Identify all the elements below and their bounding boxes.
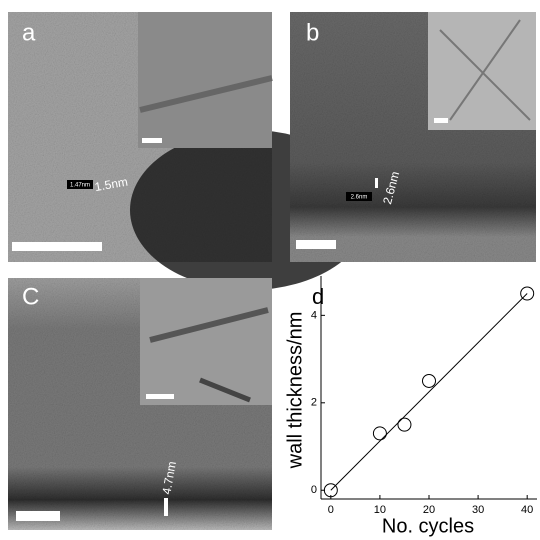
x-tick-label: 0 — [328, 504, 334, 516]
panel-label: d — [312, 284, 324, 309]
scale-bar — [296, 240, 336, 249]
data-point — [423, 374, 436, 387]
panel-b: b 2.6nm 2.6nm — [290, 12, 536, 262]
x-tick-label: 10 — [374, 504, 386, 516]
data-point — [398, 418, 411, 431]
fit-line — [331, 293, 527, 490]
x-tick-label: 20 — [423, 504, 435, 516]
scale-bar — [142, 138, 162, 143]
scale-bar — [146, 394, 174, 399]
small-label: 1.47nm — [70, 183, 90, 189]
y-axis-label: wall thickness/nm — [284, 312, 306, 470]
y-tick-label: 4 — [311, 309, 317, 321]
panel-label: C — [22, 283, 39, 310]
small-label: 2.6nm — [351, 195, 368, 201]
scale-bar — [434, 118, 448, 123]
y-tick-label: 0 — [311, 484, 317, 496]
data-point — [373, 427, 386, 440]
measure-bar — [164, 498, 168, 516]
x-axis-label: No. cycles — [382, 515, 474, 537]
scale-bar — [16, 511, 60, 521]
scale-bar — [12, 242, 102, 251]
figure: a 1.47nm 1.5nm b 2.6nm 2.6nm C 4.7nm d N… — [0, 0, 540, 540]
y-tick-label: 2 — [311, 397, 317, 409]
panel-c: C 4.7nm — [8, 278, 272, 530]
x-tick-label: 30 — [472, 504, 484, 516]
inset — [140, 278, 272, 405]
measure-bar — [375, 178, 378, 188]
panel-label: b — [306, 19, 319, 46]
panel-label: a — [22, 19, 36, 46]
x-tick-label: 40 — [521, 504, 533, 516]
